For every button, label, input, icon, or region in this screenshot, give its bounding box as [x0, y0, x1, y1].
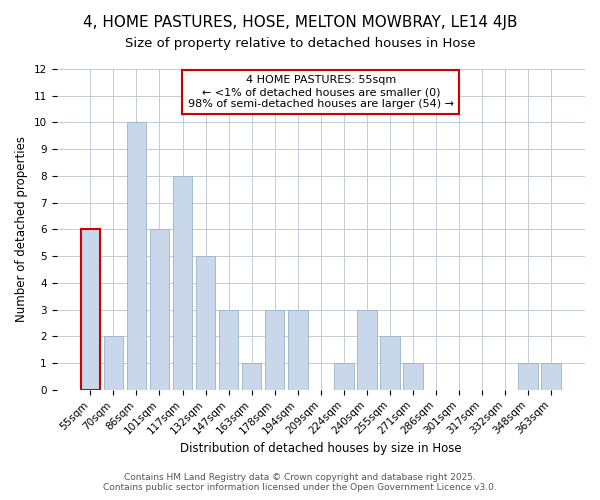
Bar	[104, 336, 123, 390]
Y-axis label: Number of detached properties: Number of detached properties	[15, 136, 28, 322]
X-axis label: Distribution of detached houses by size in Hose: Distribution of detached houses by size …	[180, 442, 461, 455]
Bar	[242, 363, 262, 390]
Bar	[357, 310, 377, 390]
Bar	[380, 336, 400, 390]
Bar	[288, 310, 308, 390]
Text: 4 HOME PASTURES: 55sqm
← <1% of detached houses are smaller (0)
98% of semi-deta: 4 HOME PASTURES: 55sqm ← <1% of detached…	[188, 76, 454, 108]
Bar	[403, 363, 423, 390]
Bar	[334, 363, 353, 390]
Bar	[127, 122, 146, 390]
Bar	[265, 310, 284, 390]
Text: 4, HOME PASTURES, HOSE, MELTON MOWBRAY, LE14 4JB: 4, HOME PASTURES, HOSE, MELTON MOWBRAY, …	[83, 15, 517, 30]
Text: Contains HM Land Registry data © Crown copyright and database right 2025.
Contai: Contains HM Land Registry data © Crown c…	[103, 473, 497, 492]
Bar	[518, 363, 538, 390]
Bar	[541, 363, 561, 390]
Bar	[196, 256, 215, 390]
Text: Size of property relative to detached houses in Hose: Size of property relative to detached ho…	[125, 38, 475, 51]
Bar	[149, 230, 169, 390]
Bar	[80, 230, 100, 390]
Bar	[173, 176, 193, 390]
Bar	[219, 310, 238, 390]
